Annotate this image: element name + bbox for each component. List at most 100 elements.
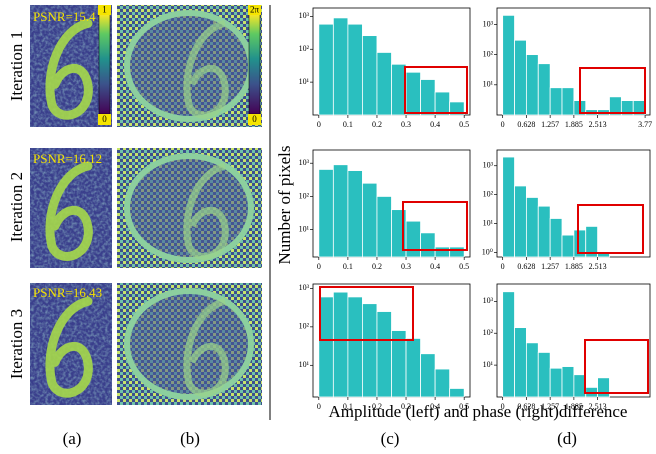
row-label: Iteration 1 (7, 31, 26, 101)
bar (561, 366, 575, 398)
x-tick-label: 0.5 (459, 402, 469, 411)
y-tick-label: 10¹ (483, 360, 494, 369)
colorbar-label-bg (248, 5, 261, 15)
bar (597, 377, 610, 398)
x-tick-label: 0 (317, 262, 321, 271)
digit-stroke (45, 161, 93, 261)
bar (537, 205, 551, 258)
x-tick-label: 0 (317, 402, 321, 411)
bar (347, 170, 363, 258)
panel-label: (d) (557, 429, 577, 448)
x-tick-label: 0.4 (430, 120, 440, 129)
bar (514, 185, 527, 258)
x-tick-label: 0.4 (430, 402, 440, 411)
y-tick-label: 10² (483, 49, 494, 58)
y-tick-label: 10³ (299, 158, 310, 167)
x-tick-label: 0 (501, 262, 505, 271)
y-tick-label: 10¹ (483, 218, 494, 227)
x-tick-label: 1.885 (565, 402, 583, 411)
x-tick-label: 0.1 (343, 402, 353, 411)
x-tick-label: 0.1 (343, 120, 353, 129)
phase-digit (183, 162, 229, 260)
bar (561, 87, 575, 116)
psnr: PSNR=15.4 (33, 9, 96, 24)
bar (549, 218, 563, 258)
bar (525, 197, 539, 258)
y-tick-label: 10² (299, 44, 310, 53)
bar (318, 169, 334, 258)
y-tick-label: 10¹ (299, 77, 310, 86)
bar (376, 52, 392, 116)
bar (549, 87, 563, 116)
bar (434, 91, 451, 116)
bar (405, 338, 421, 398)
bar (434, 368, 451, 398)
y-tick-label: 10⁰ (482, 247, 493, 256)
x-tick-label: 0.3 (401, 262, 411, 271)
x-tick-label: 0.5 (459, 262, 469, 271)
x-tick-label: 0.3 (401, 402, 411, 411)
panel-label: (a) (63, 429, 82, 448)
colorbar-label: 2π (250, 5, 260, 15)
bar (449, 388, 465, 398)
highlight-box (404, 66, 468, 114)
x-tick-label: 0.3 (401, 120, 411, 129)
bar (573, 374, 587, 398)
highlight-box (579, 67, 646, 114)
y-axis-label: Number of pixels (275, 146, 294, 265)
bar (332, 164, 349, 258)
bar (347, 23, 363, 116)
x-tick-label: 0.628 (517, 262, 535, 271)
x-tick-label: 1.885 (565, 120, 583, 129)
bar (420, 353, 436, 398)
bar (502, 291, 515, 398)
colorbar (98, 13, 111, 115)
histograms: 10¹ 10² 10³ 0 0.1 0.2 0.3 0.4 0.5 10¹ 10² 10³ 0 0.628… (299, 7, 652, 411)
x-axis-label: Amplitude (left) and phase (right)differ… (329, 402, 628, 421)
bar (502, 14, 515, 116)
bar (362, 35, 378, 116)
colorbar-label: 0 (252, 114, 257, 124)
y-tick-label: 10³ (483, 19, 494, 28)
x-tick-label: 0.2 (372, 120, 382, 129)
colorbar (248, 13, 261, 115)
bar (514, 327, 527, 398)
bar (332, 17, 349, 116)
bar (405, 71, 421, 116)
x-tick-label: 0 (501, 402, 505, 411)
bar (391, 63, 407, 116)
x-tick-label: 2.513 (589, 120, 607, 129)
x-tick-label: 1.257 (541, 262, 559, 271)
bar (449, 246, 465, 258)
bar (347, 296, 363, 398)
y-tick-label: 10² (299, 322, 310, 331)
psnr: PSNR=16.43 (33, 285, 102, 300)
y-tick-label: 10³ (483, 296, 494, 305)
bar (502, 156, 515, 258)
highlight-box (319, 286, 414, 341)
colorbar-label-bg (98, 5, 111, 15)
y-tick-label: 10³ (299, 11, 310, 20)
bar (376, 196, 392, 258)
bar (434, 246, 451, 258)
x-tick-label: 0 (317, 120, 321, 129)
phase-digit (183, 19, 229, 119)
phase-digit (183, 297, 229, 397)
bar (537, 352, 551, 398)
x-tick-label: 0.1 (343, 262, 353, 271)
colorbar-label-bg (248, 114, 261, 125)
bar (561, 234, 575, 258)
bar (405, 220, 421, 258)
bar (525, 54, 539, 116)
panel-label: (c) (381, 429, 400, 448)
x-tick-label: 1.885 (565, 262, 583, 271)
x-tick-label: 0 (501, 120, 505, 129)
bar (537, 63, 551, 116)
bar (332, 291, 349, 398)
row-label: Iteration 2 (7, 172, 26, 242)
x-tick-label: 0.2 (372, 402, 382, 411)
x-tick-label: 0.2 (372, 262, 382, 271)
x-tick-label: 0.628 (517, 120, 535, 129)
x-tick-label: 1.257 (541, 402, 559, 411)
